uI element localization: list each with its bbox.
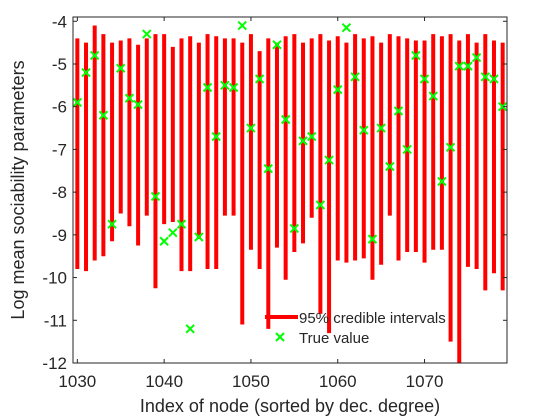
true-value-marker [402, 144, 412, 155]
y-tick-label: -4 [52, 12, 67, 31]
x-tick-label: 1030 [58, 372, 96, 391]
y-tick-label: -7 [52, 140, 67, 159]
true-value-marker [168, 228, 178, 238]
true-value-marker [367, 234, 378, 244]
true-value-marker [376, 123, 386, 133]
true-value-marker [202, 82, 213, 93]
x-tick-label: 1050 [232, 372, 270, 391]
true-value-marker [315, 200, 326, 210]
true-value-marker [385, 161, 395, 172]
true-value-marker [124, 93, 135, 103]
y-axis-ticks: -4 -5 -6 -7 -8 -9 -10 -11 -12 [42, 12, 507, 373]
true-value-marker [480, 72, 491, 82]
true-value-marker [333, 84, 343, 95]
true-values [72, 20, 508, 334]
true-value-marker [454, 61, 464, 71]
true-value-marker [142, 29, 152, 39]
true-value-marker [89, 50, 100, 61]
y-axis-label: Log mean sociability parameters [8, 60, 28, 319]
true-value-marker [280, 114, 291, 125]
y-tick-label: -5 [52, 55, 67, 74]
true-value-marker [194, 232, 204, 242]
true-value-marker [254, 74, 265, 84]
true-value-marker [437, 176, 447, 187]
true-value-marker [298, 136, 308, 146]
true-value-marker [359, 125, 369, 135]
x-axis-label: Index of node (sorted by dec. degree) [140, 396, 440, 416]
true-value-marker [489, 74, 499, 84]
y-tick-label: -10 [42, 269, 67, 288]
true-value-marker [98, 110, 109, 120]
true-value-marker [324, 155, 334, 165]
true-value-marker [306, 131, 317, 142]
true-value-marker [211, 131, 221, 142]
true-value-marker [272, 40, 282, 50]
y-tick-label: -12 [42, 354, 67, 373]
y-tick-label: -9 [52, 226, 67, 245]
true-value-marker [81, 67, 91, 78]
true-value-marker [471, 52, 482, 63]
legend-true-value-marker [275, 332, 285, 342]
true-value-marker [411, 50, 421, 61]
true-value-marker [263, 163, 274, 174]
legend: 95% credible intervals True value [265, 310, 446, 347]
true-value-marker [220, 80, 230, 91]
true-value-marker [72, 97, 83, 108]
x-tick-label: 1060 [319, 372, 357, 391]
x-tick-label: 1070 [406, 372, 444, 391]
true-value-marker [445, 142, 456, 152]
true-value-marker [150, 191, 161, 202]
legend-true-value-label: True value [299, 330, 369, 347]
true-value-marker [350, 72, 360, 82]
true-value-marker [419, 74, 430, 84]
true-value-marker [133, 99, 143, 110]
true-value-marker [246, 123, 256, 133]
true-value-marker [185, 324, 195, 334]
true-value-marker [428, 91, 438, 101]
legend-interval-label: 95% credible intervals [299, 310, 446, 327]
y-tick-label: -6 [52, 98, 67, 117]
x-axis-ticks: 1030 1040 1050 1060 1070 [58, 17, 443, 391]
true-value-marker [341, 22, 352, 33]
x-tick-label: 1040 [145, 372, 183, 391]
y-tick-label: -11 [44, 311, 67, 330]
true-value-marker [107, 219, 117, 229]
true-value-marker [497, 101, 508, 112]
true-value-marker [393, 106, 404, 116]
true-value-marker [289, 223, 300, 234]
true-value-marker [116, 63, 126, 73]
y-tick-label: -8 [52, 183, 67, 202]
true-value-marker [176, 219, 187, 229]
true-value-marker [463, 61, 473, 71]
true-value-marker [228, 82, 239, 93]
true-value-marker [237, 20, 247, 31]
true-value-marker [159, 236, 169, 246]
